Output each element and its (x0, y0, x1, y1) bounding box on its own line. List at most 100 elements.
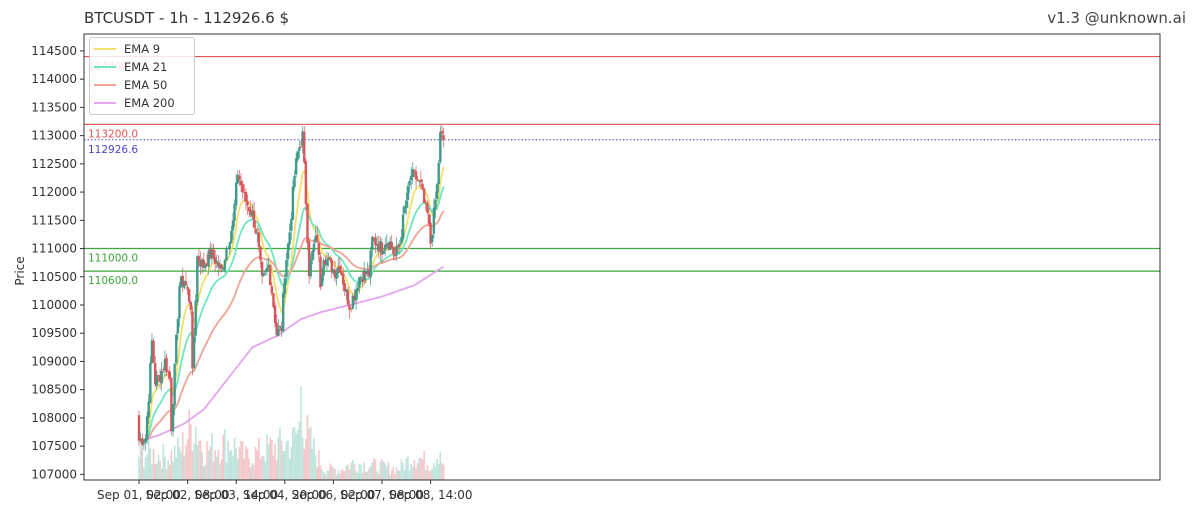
ema-lines (138, 166, 445, 443)
x-tick-label: Sep 07, 08:00 (340, 488, 424, 502)
candle (335, 267, 338, 286)
level-label: 112926.6 (88, 144, 138, 156)
candle-body (312, 243, 316, 252)
volume-bar (327, 470, 330, 480)
candle-body (429, 222, 432, 244)
volume-bar (194, 427, 197, 480)
candle-body (366, 270, 369, 274)
candle-body (437, 162, 440, 185)
volume-bar (256, 450, 259, 480)
axes: 107000 107500 108000 108500 109000 109500 1100… (31, 33, 1161, 502)
volume-bar (175, 458, 178, 480)
candle (233, 199, 236, 227)
volume-bar (181, 432, 184, 480)
candle-body (398, 244, 402, 246)
legend-label: EMA 200 (124, 96, 175, 110)
volume-bar (420, 458, 422, 480)
candle-body (192, 336, 196, 368)
volume-bar (271, 440, 273, 480)
candle-body (155, 375, 159, 386)
volume-bar (431, 468, 434, 480)
candle (205, 254, 209, 267)
volume-bar (253, 464, 255, 480)
volume-bar (290, 446, 293, 480)
candle (405, 193, 408, 215)
volume-bar (146, 454, 148, 480)
volume-bar (437, 464, 440, 480)
candle (435, 182, 439, 202)
volume-bar (306, 415, 309, 480)
y-tick-label: 112000 (31, 185, 77, 199)
volume-bar (399, 470, 401, 480)
candle-body (196, 256, 199, 303)
candle-body (354, 289, 358, 301)
candle-body (413, 170, 416, 172)
candle-body (327, 257, 330, 261)
candle-body (294, 158, 298, 175)
candle (239, 173, 243, 192)
volume-bar (382, 461, 385, 480)
candle (200, 257, 204, 274)
volume-bar (342, 470, 344, 480)
y-tick-label: 114000 (31, 72, 77, 86)
candle (157, 374, 160, 383)
candle (139, 432, 142, 443)
candle (183, 280, 186, 290)
volume-bar (308, 428, 310, 480)
volume-bar (254, 447, 257, 480)
candle (390, 235, 393, 249)
ema-line-200 (138, 265, 445, 443)
candle (267, 257, 270, 271)
candle-body (200, 259, 204, 268)
volume-bar (282, 451, 284, 480)
candle-body (322, 260, 325, 276)
candle (388, 236, 392, 251)
candle (395, 237, 398, 261)
volume-bar (408, 470, 411, 480)
y-tick-label: 111000 (31, 242, 77, 256)
y-tick-label: 110000 (31, 298, 77, 312)
candle (384, 237, 387, 257)
candle (298, 140, 301, 159)
candle (403, 205, 406, 214)
legend-item-ema200: EMA 200 (94, 94, 190, 112)
candle (361, 271, 364, 287)
volume-bar (152, 448, 155, 480)
candle-body (278, 325, 282, 328)
candle-body (149, 362, 152, 403)
candle (209, 241, 212, 261)
y-tick-label: 109000 (31, 354, 77, 368)
volume-bar (334, 469, 336, 480)
volume-bar (143, 467, 145, 480)
candle-body (395, 246, 398, 256)
volume-bar (227, 440, 229, 480)
volume-bar (373, 458, 375, 480)
candle-body (139, 438, 142, 440)
volume-bar (170, 450, 173, 480)
volume-bar (279, 427, 281, 480)
candle (249, 200, 252, 218)
candle (424, 199, 427, 211)
candle (314, 227, 317, 243)
candle (155, 370, 159, 391)
candle-body (254, 228, 257, 234)
candle (397, 242, 400, 253)
candle (204, 262, 207, 272)
y-tick-label: 113000 (31, 129, 77, 143)
candle (166, 369, 170, 380)
volume-bar (303, 449, 306, 480)
volume-bar (233, 437, 236, 480)
volume-bar (288, 458, 291, 480)
candle-body (431, 235, 434, 243)
x-tick-label: Sep 04, 20:00 (243, 488, 327, 502)
candle-body (199, 260, 202, 267)
candle-body (421, 183, 424, 189)
candle (442, 127, 445, 148)
candle-body (442, 135, 445, 140)
candle-body (325, 259, 329, 266)
candle-body (150, 340, 154, 364)
candle (194, 294, 197, 343)
candle-body (275, 322, 278, 335)
x-tick-label: Sep 02, 08:00 (146, 488, 230, 502)
candle (238, 170, 241, 186)
